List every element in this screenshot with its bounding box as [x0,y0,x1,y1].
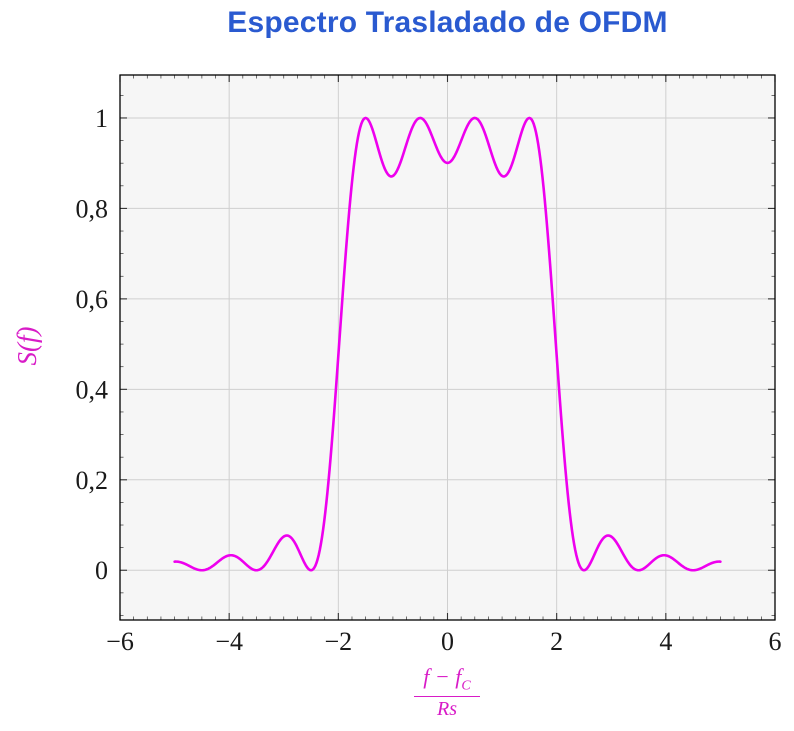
x-axis-label-denominator: Rs [437,698,457,721]
chart-title: Espectro Trasladado de OFDM [227,6,668,39]
y-tick-label: 0,2 [76,466,109,495]
x-tick-label: 0 [441,627,454,656]
x-axis-label: f − fC Rs [397,664,497,721]
y-tick-label: 0 [95,556,108,585]
y-tick-label: 1 [95,104,108,133]
y-tick-label: 0,4 [76,375,109,404]
x-tick-label: −2 [324,627,352,656]
y-axis-label: S(f) [12,326,42,366]
spectrum-curve [173,116,722,572]
x-tick-label: 4 [659,627,672,656]
x-axis-label-numerator-text: f − f [423,664,462,689]
x-tick-label: 2 [550,627,563,656]
x-axis-label-numerator-subscript: C [461,678,471,694]
y-tick-label: 0,6 [76,285,109,314]
x-tick-label: −4 [215,627,243,656]
plot-frame [119,74,776,621]
x-axis-label-numerator: f − fC [414,664,480,698]
x-tick-label: −6 [106,627,134,656]
x-tick-label: 6 [769,627,782,656]
y-tick-label: 0,8 [76,194,109,223]
